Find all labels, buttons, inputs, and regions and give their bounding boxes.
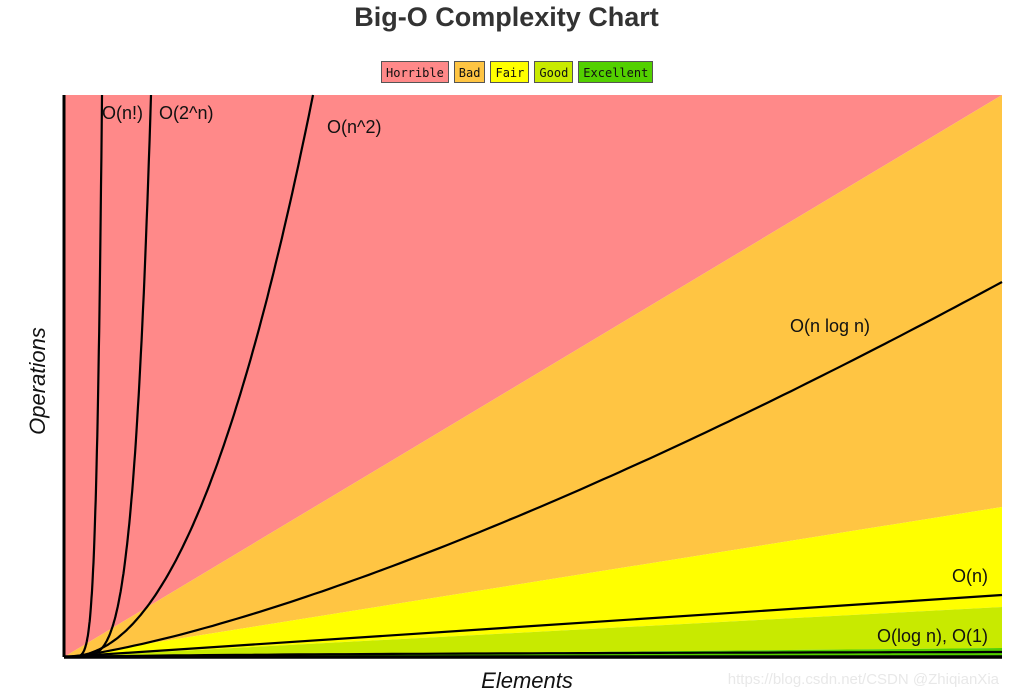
label-exponential: O(2^n) [159, 103, 213, 123]
label-linear: O(n) [952, 566, 988, 586]
curve-logn [63, 650, 1002, 659]
zone-good [64, 607, 1002, 657]
watermark: https://blog.csdn.net/CSDN @ZhiqianXia [727, 671, 999, 688]
legend-item-bad: Bad [453, 61, 486, 83]
x-axis-label: Elements [481, 668, 573, 693]
zone-bad [64, 95, 1002, 657]
label-quadratic: O(n^2) [327, 117, 381, 137]
label-nlogn: O(n log n) [790, 316, 870, 336]
label-factorial: O(n!) [102, 103, 143, 123]
legend-item-horrible: Horrible [381, 61, 449, 83]
curve-quadratic [64, 94, 315, 659]
y-axis-label: Operations [25, 327, 50, 435]
legend-item-fair: Fair [490, 61, 530, 83]
chart-legend: Horrible Bad Fair Good Excellent [381, 61, 654, 85]
label-logn: O(log n), O(1) [877, 626, 988, 646]
legend-item-good: Good [534, 61, 574, 83]
chart-title: Big-O Complexity Chart [354, 2, 659, 32]
curve-nlogn [63, 281, 1003, 659]
curve-linear [63, 593, 1003, 659]
legend-item-excellent: Excellent [578, 61, 654, 83]
